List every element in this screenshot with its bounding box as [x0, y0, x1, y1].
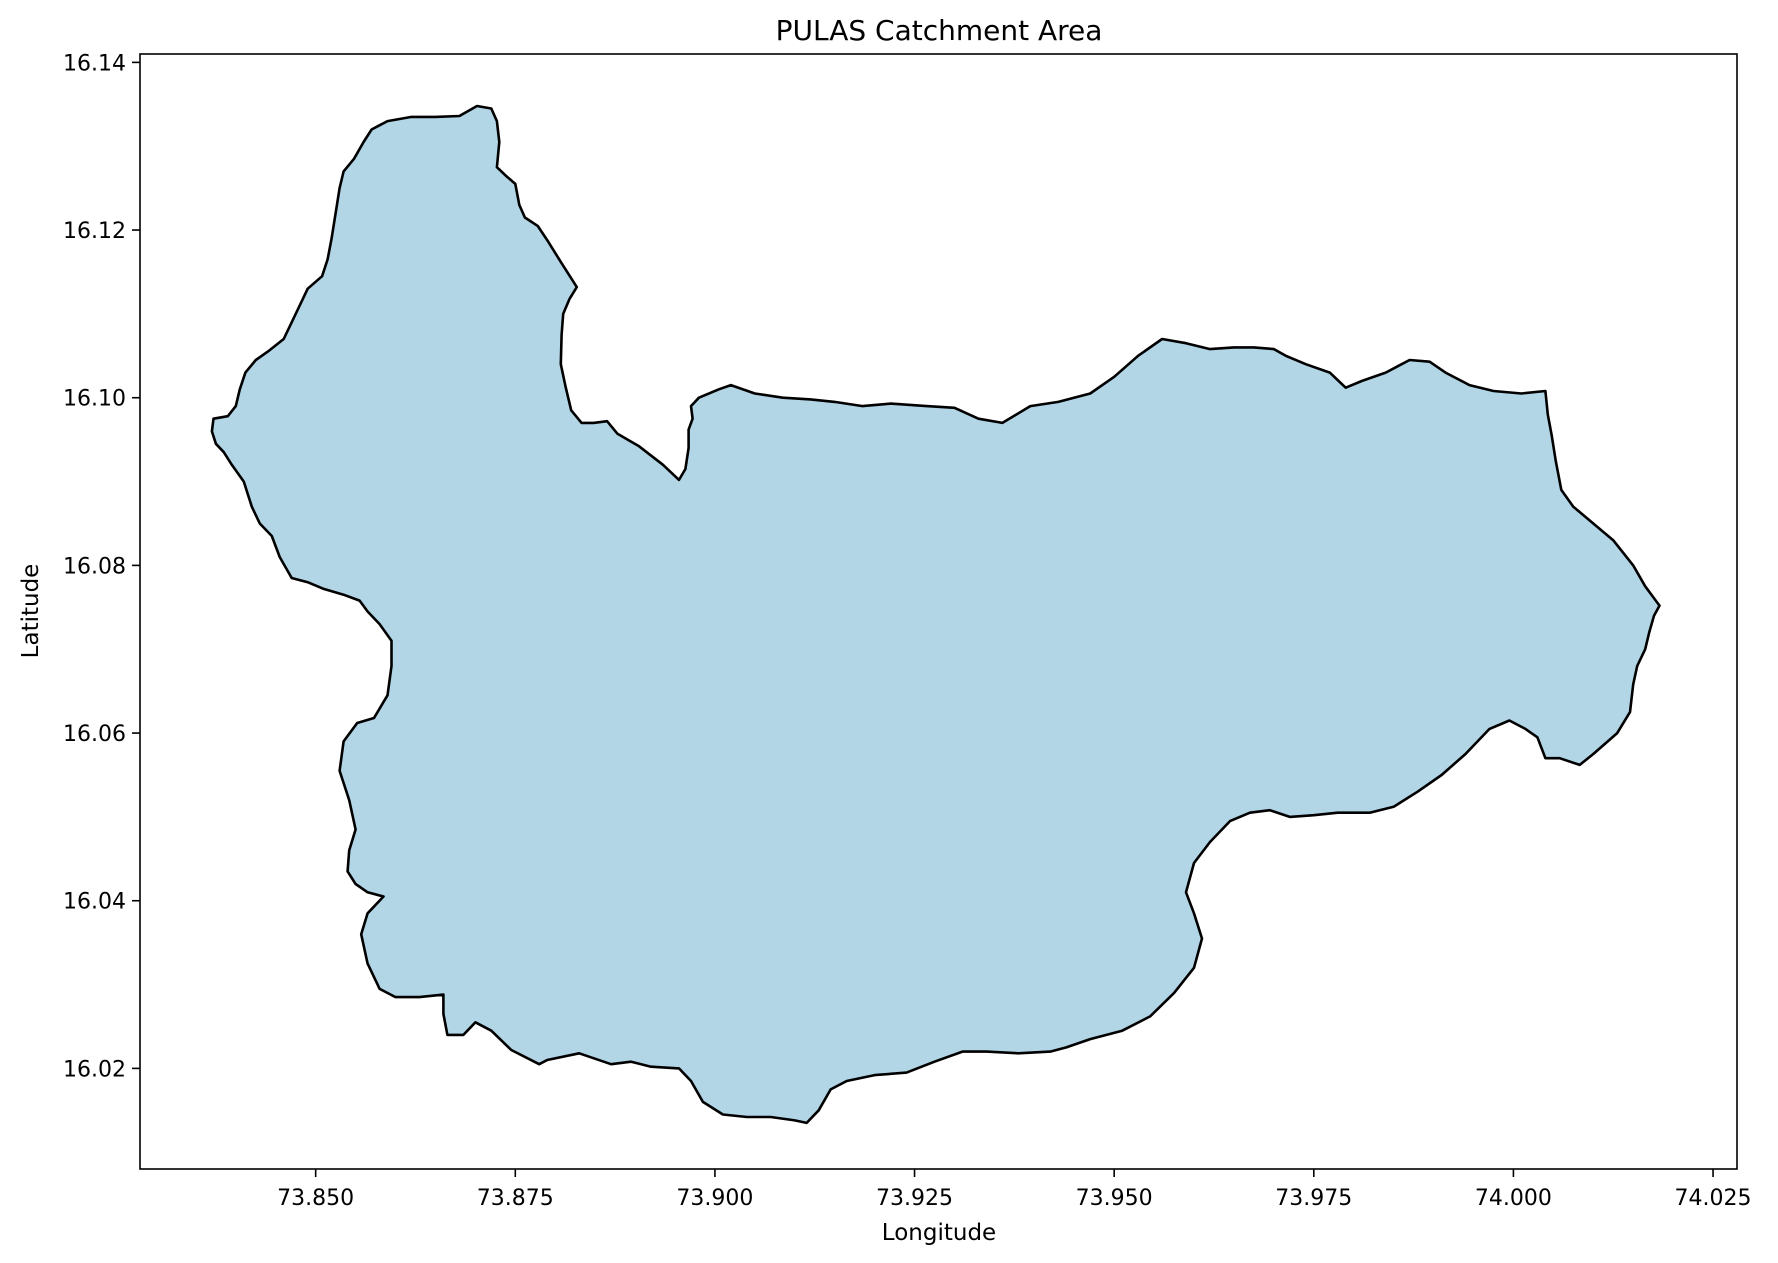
x-tick-label: 73.850	[277, 1186, 354, 1211]
x-axis-label: Longitude	[882, 1220, 996, 1246]
catchment-polygon	[210, 104, 1661, 1125]
y-tick-label: 16.06	[63, 722, 126, 747]
y-tick-label: 16.02	[63, 1057, 126, 1082]
x-tick-label: 73.875	[477, 1186, 554, 1211]
x-tick-label: 73.900	[676, 1186, 753, 1211]
y-tick-label: 16.10	[63, 387, 126, 412]
x-tick-label: 73.950	[1076, 1186, 1153, 1211]
y-tick-label: 16.04	[63, 890, 126, 915]
y-tick-label: 16.08	[63, 554, 126, 579]
x-tick-label: 74.025	[1675, 1186, 1752, 1211]
plot-area	[139, 53, 1738, 1170]
x-tick-label: 74.000	[1475, 1186, 1552, 1211]
y-axis: 16.02 16.04 16.06 16.08 16.10 16.12 16.14	[63, 51, 140, 1082]
y-tick-label: 16.14	[63, 51, 126, 76]
axes-frame	[139, 53, 1738, 1170]
x-axis: 73.850 73.875 73.900 73.925 73.950 73.975 74.0…	[277, 1169, 1752, 1211]
chart-title: PULAS Catchment Area	[776, 14, 1103, 47]
x-tick-label: 73.975	[1275, 1186, 1352, 1211]
y-tick-label: 16.12	[63, 219, 126, 244]
y-axis-label: Latitude	[18, 564, 44, 659]
x-tick-label: 73.925	[876, 1186, 953, 1211]
